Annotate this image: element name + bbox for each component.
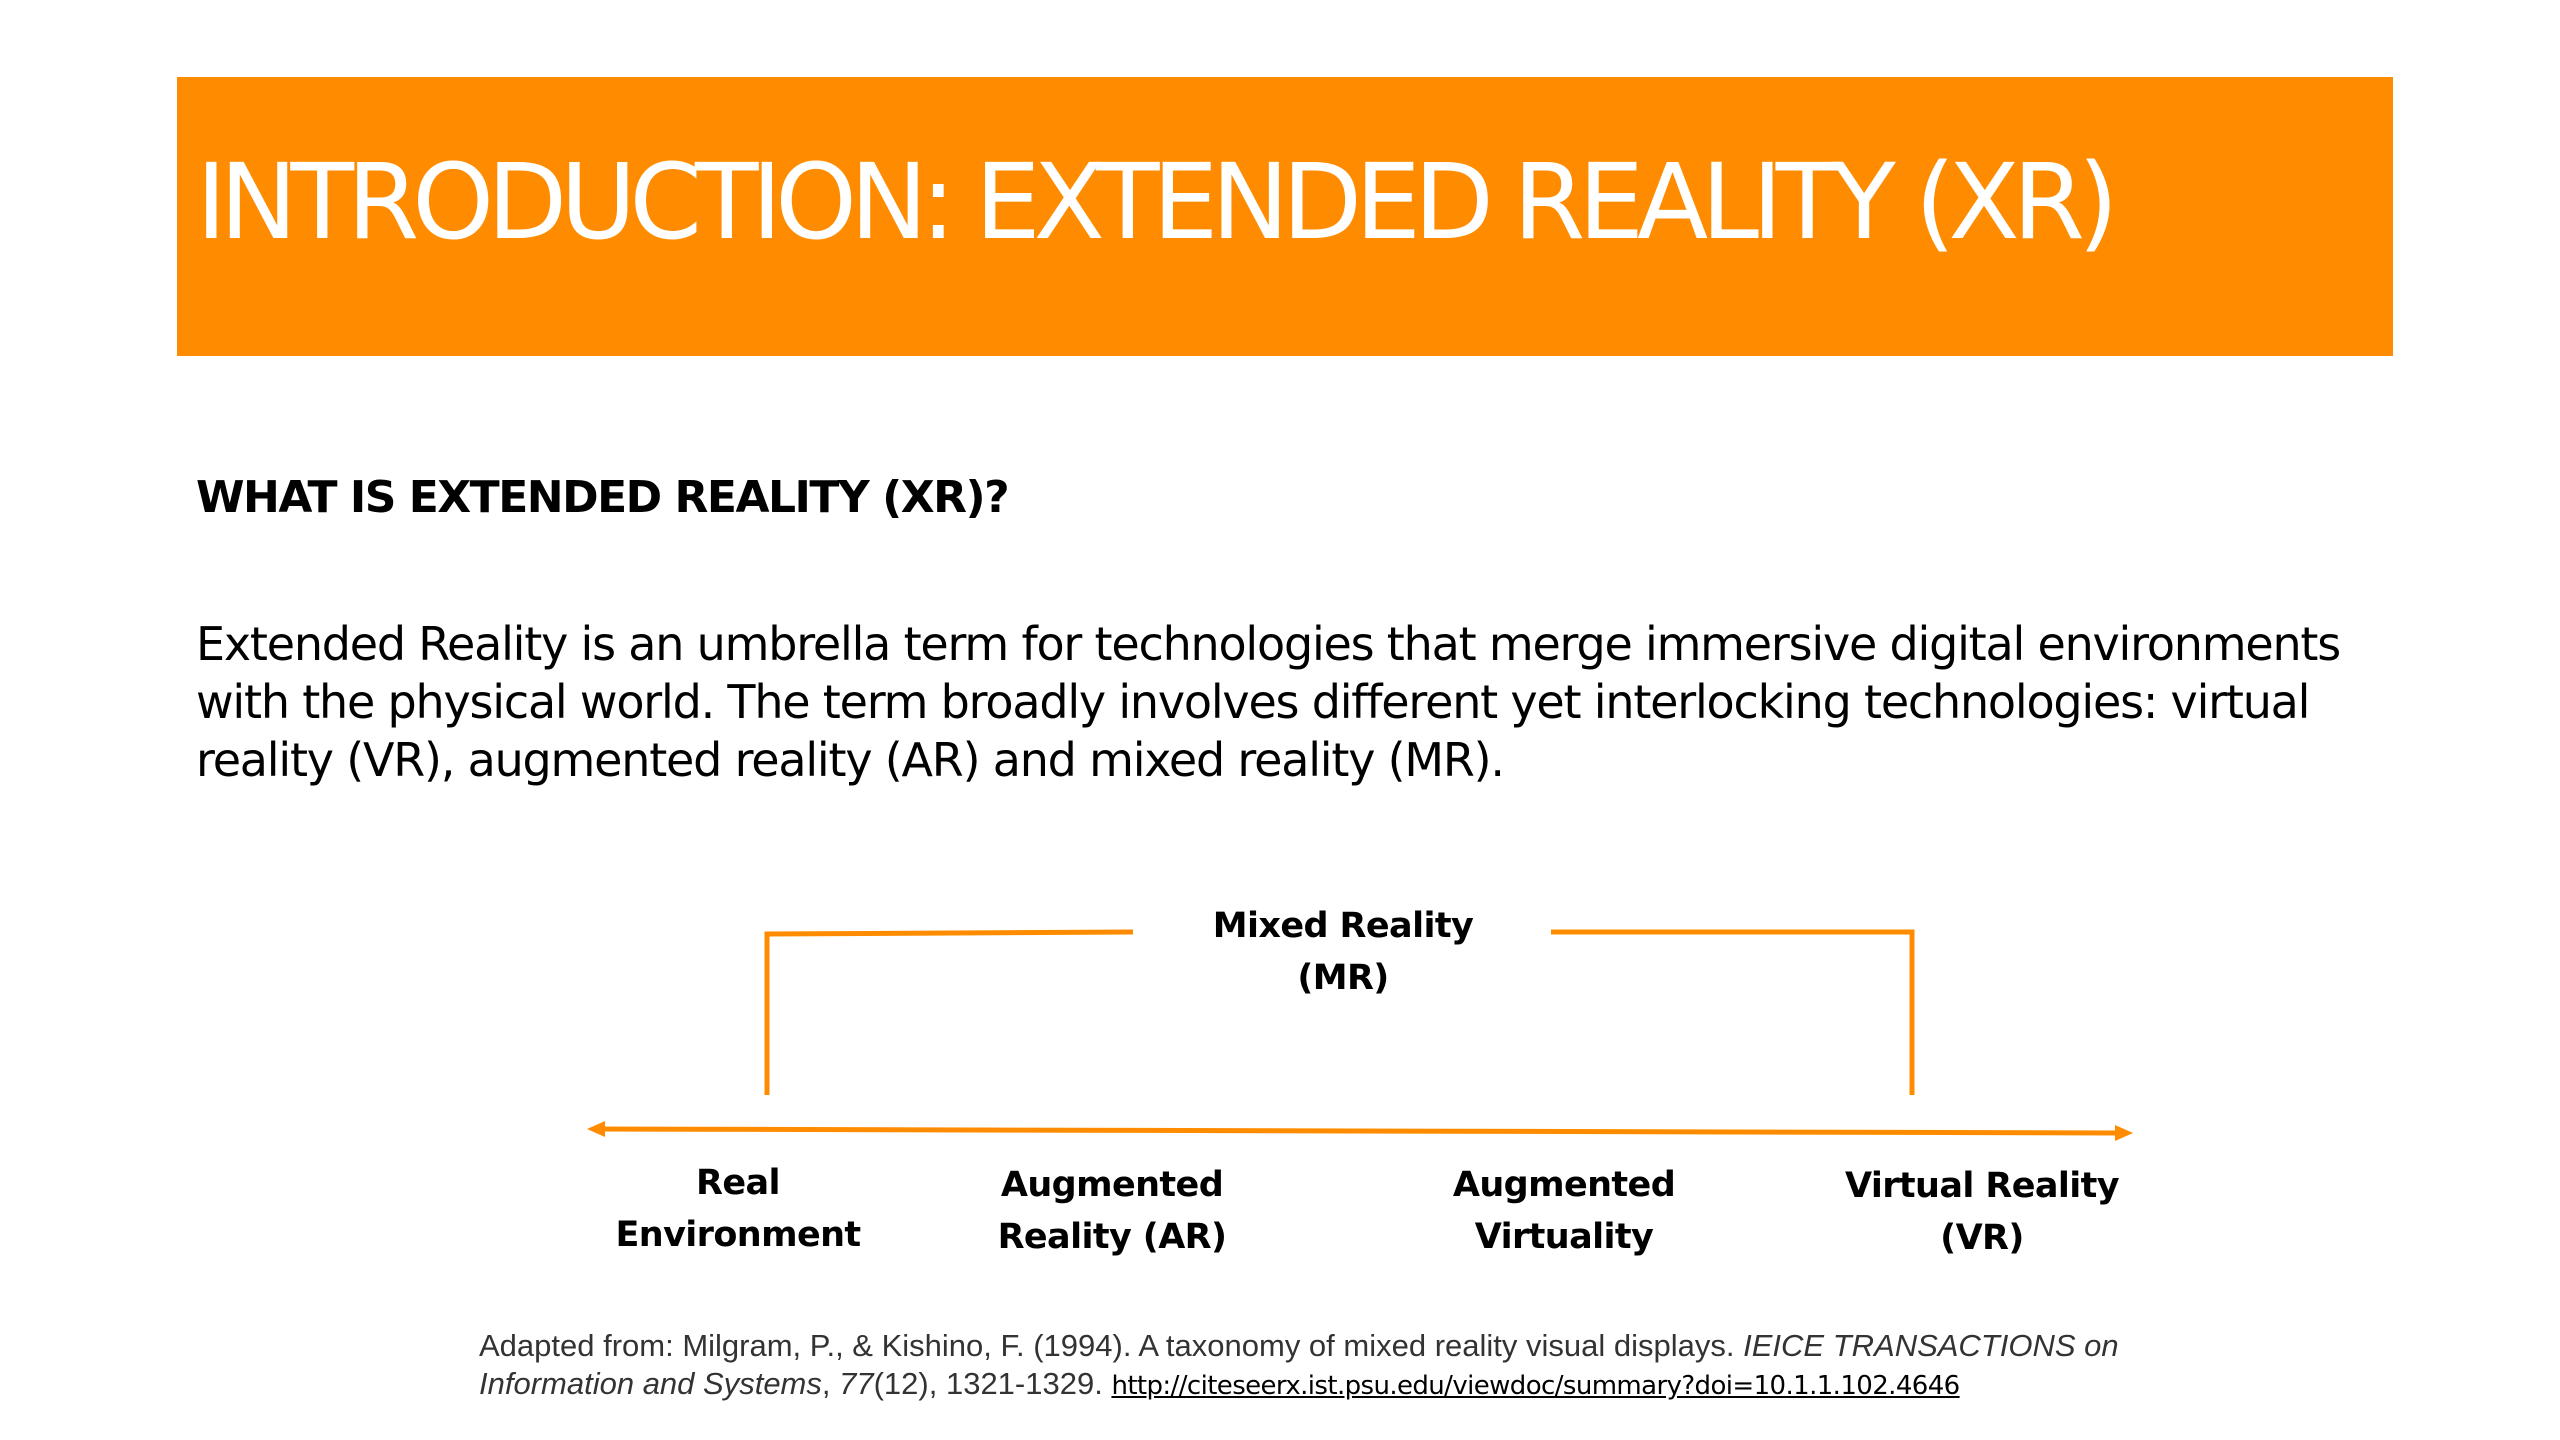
- mr-bracket-left: [764, 929, 1134, 1095]
- citation-journal-part2: Information and Systems: [479, 1366, 822, 1401]
- continuum-label-line: Reality (AR): [997, 1217, 1227, 1257]
- body-line: with the physical world. The term broadl…: [196, 675, 2310, 729]
- continuum-label-line: Augmented: [1000, 1165, 1224, 1205]
- mr-bracket-right: [1551, 929, 1915, 1095]
- citation-separator: ,: [821, 1366, 840, 1401]
- citation-prefix: Adapted from: Milgram, P., & Kishino, F.…: [479, 1328, 1744, 1363]
- continuum-label-line: Virtual Reality: [1844, 1166, 2120, 1206]
- mixed-reality-label-line: Mixed Reality: [1212, 906, 1474, 946]
- citation-volume: 77: [839, 1366, 874, 1401]
- continuum-label-line: (VR): [1940, 1218, 2024, 1258]
- citation-issue-pages: (12), 1321-1329.: [873, 1366, 1112, 1401]
- citation: Adapted from: Milgram, P., & Kishino, F.…: [479, 1327, 2119, 1405]
- body-line: reality (VR), augmented reality (AR) and…: [196, 733, 1505, 787]
- citation-line-1: Adapted from: Milgram, P., & Kishino, F.…: [479, 1327, 2119, 1365]
- real-environment-label: Real Environment: [615, 1157, 861, 1261]
- continuum-label-line: Real: [696, 1163, 781, 1203]
- axis-right-arrowhead: [2115, 1125, 2133, 1141]
- mixed-reality-label: Mixed Reality (MR): [1212, 900, 1474, 1004]
- body-paragraph: Extended Reality is an umbrella term for…: [196, 615, 2346, 789]
- citation-journal-part1: IEICE TRANSACTIONS on: [1743, 1328, 2119, 1363]
- title-banner: [177, 77, 2393, 356]
- continuum-axis: [599, 1126, 2121, 1136]
- continuum-label-line: Augmented: [1452, 1165, 1676, 1205]
- citation-link[interactable]: http://citeseerx.ist.psu.edu/viewdoc/sum…: [1111, 1371, 1960, 1401]
- mixed-reality-label-line: (MR): [1297, 958, 1389, 998]
- axis-left-arrowhead: [587, 1121, 605, 1137]
- augmented-reality-label: Augmented Reality (AR): [998, 1159, 1227, 1263]
- continuum-label-line: Virtuality: [1474, 1217, 1654, 1257]
- augmented-virtuality-label: Augmented Virtuality: [1452, 1159, 1676, 1263]
- section-heading: WHAT IS EXTENDED REALITY (XR)?: [196, 472, 1010, 523]
- body-line: Extended Reality is an umbrella term for…: [196, 617, 2341, 671]
- continuum-label-line: Environment: [615, 1215, 861, 1255]
- citation-line-2: Information and Systems, 77(12), 1321-13…: [479, 1365, 2119, 1405]
- virtual-reality-label: Virtual Reality (VR): [1844, 1160, 2120, 1264]
- slide-title: INTRODUCTION: EXTENDED REALITY (XR): [196, 141, 2118, 263]
